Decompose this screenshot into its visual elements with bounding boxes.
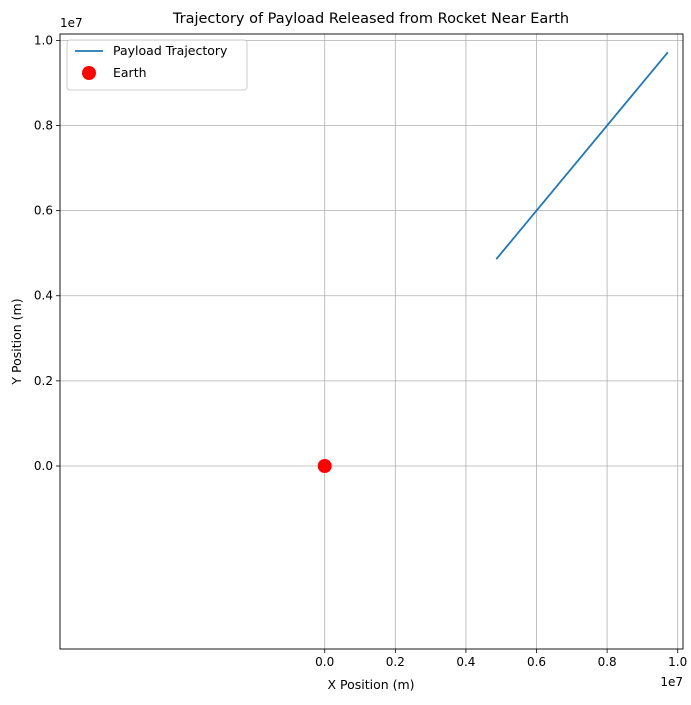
x-offset-label: 1e7 bbox=[660, 675, 683, 689]
plot-frame bbox=[59, 33, 684, 650]
x-tick-label: 0.2 bbox=[386, 655, 405, 669]
y-offset-label: 1e7 bbox=[60, 16, 83, 30]
axis-ticks: 0.0 0.2 0.4 0.6 0.8 1.0 0.0 0.2 0.4 0.6 0.8 1.0 bbox=[34, 33, 687, 669]
payload-trajectory-line bbox=[495, 51, 669, 260]
x-axis-label: X Position (m) bbox=[327, 677, 414, 692]
x-tick-label: 0.0 bbox=[315, 655, 334, 669]
plot-series bbox=[317, 51, 669, 473]
y-axis-label: Y Position (m) bbox=[9, 298, 24, 385]
y-tick-label: 0.4 bbox=[34, 289, 53, 303]
y-tick-label: 0.0 bbox=[34, 459, 53, 473]
y-tick-label: 0.2 bbox=[34, 374, 53, 388]
legend-label-payload: Payload Trajectory bbox=[113, 43, 228, 58]
y-tick-label: 0.8 bbox=[34, 119, 53, 133]
legend: Payload Trajectory Earth bbox=[66, 39, 248, 91]
x-tick-label: 1.0 bbox=[668, 655, 687, 669]
earth-point bbox=[317, 458, 332, 473]
legend-box bbox=[66, 39, 248, 91]
x-tick-label: 0.4 bbox=[456, 655, 475, 669]
y-tick-label: 1.0 bbox=[34, 33, 53, 47]
legend-label-earth: Earth bbox=[113, 65, 147, 80]
x-tick-label: 0.8 bbox=[598, 655, 617, 669]
y-tick-label: 0.6 bbox=[34, 204, 53, 218]
x-tick-label: 0.6 bbox=[527, 655, 546, 669]
chart-title: Trajectory of Payload Released from Rock… bbox=[172, 11, 569, 27]
legend-earth-marker bbox=[82, 66, 96, 80]
